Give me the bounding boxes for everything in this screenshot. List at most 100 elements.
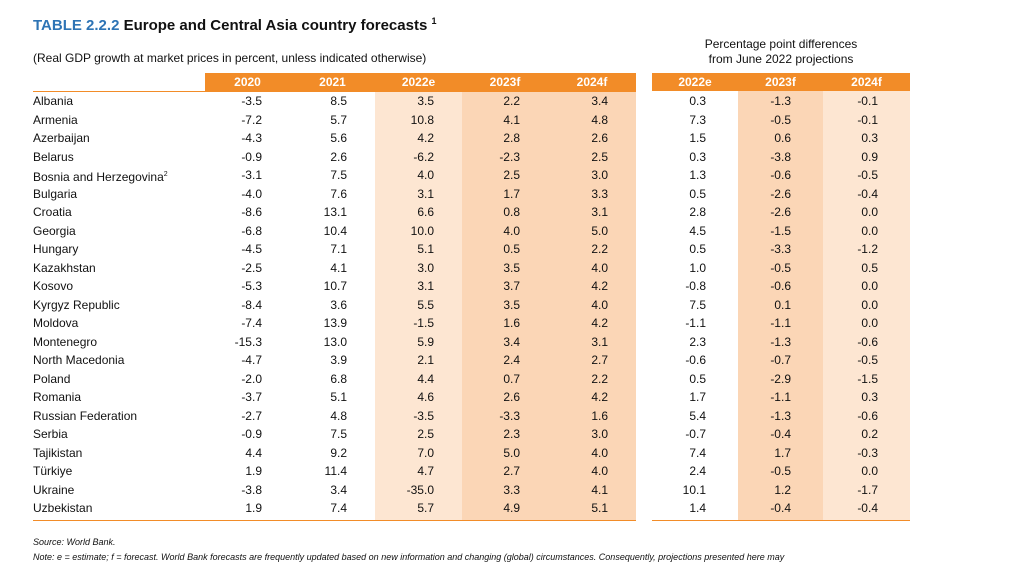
rule (652, 519, 910, 521)
value-cell: -4.5 (241, 242, 262, 256)
value-cell: 2.3 (503, 427, 520, 441)
diff-cell: 0.9 (861, 149, 878, 164)
value-cell: 13.9 (323, 316, 347, 330)
country-label: Kosovo (33, 279, 74, 293)
diff-cell: -0.8 (685, 279, 706, 293)
column-header: 2023f (462, 73, 548, 91)
value-cell: 5.0 (503, 445, 520, 460)
diff-cell: 4.5 (689, 223, 706, 238)
value-cell: -3.8 (241, 482, 262, 497)
value-cell: -2.5 (241, 260, 262, 275)
value-cell: 3.6 (330, 297, 347, 312)
value-cell: 3.4 (330, 482, 347, 497)
value-cell: 2.5 (591, 149, 608, 164)
value-cell: 4.8 (591, 112, 608, 127)
value-cell: 1.9 (245, 501, 262, 515)
value-cell: 3.7 (503, 279, 520, 293)
value-cell: -1.5 (413, 316, 434, 330)
value-cell: -4.3 (241, 131, 262, 145)
diff-cell: -1.7 (857, 482, 878, 497)
value-cell: 5.7 (330, 112, 347, 127)
value-cell: 3.5 (417, 94, 434, 108)
value-cell: 3.3 (503, 482, 520, 497)
value-cell: 4.0 (591, 297, 608, 312)
value-cell: -6.2 (413, 149, 434, 164)
country-label: Montenegro (33, 334, 98, 349)
country-label: Romania (33, 390, 82, 404)
value-cell: -3.1 (241, 168, 262, 182)
value-cell: 10.4 (323, 223, 347, 238)
value-cell: 7.1 (330, 242, 347, 256)
diff-cell: 0.2 (861, 427, 878, 441)
diff-cell: -0.4 (770, 501, 791, 515)
source: Source: World Bank. (33, 537, 116, 547)
diff-cell: -1.3 (770, 334, 791, 349)
value-cell: 6.8 (330, 371, 347, 386)
diff-cell: 0.5 (689, 242, 706, 256)
subtitle: (Real GDP growth at market prices in per… (33, 51, 427, 65)
country-label: Kyrgyz Republic (33, 297, 120, 312)
value-cell: 4.0 (591, 260, 608, 275)
country-label: Georgia (33, 223, 76, 238)
value-cell: 5.6 (330, 131, 347, 145)
country-label: Ukraine (33, 482, 75, 497)
diff-cell: -0.6 (770, 279, 791, 293)
value-cell: 7.4 (330, 501, 347, 515)
value-cell: 4.2 (417, 131, 434, 145)
column-shade (548, 91, 636, 521)
value-cell: 2.8 (503, 131, 520, 145)
value-cell: -3.5 (241, 94, 262, 108)
table-label: TABLE 2.2.2 (33, 17, 120, 34)
column-header: 2020 (205, 73, 290, 91)
diff-cell: -0.5 (857, 168, 878, 182)
value-cell: 4.8 (330, 408, 347, 423)
value-cell: 5.1 (417, 242, 434, 256)
column-header: 2021 (290, 73, 375, 91)
value-cell: -2.3 (499, 149, 520, 164)
diff-cell: -2.6 (770, 205, 791, 219)
value-cell: 2.7 (591, 353, 608, 367)
title-note: 1 (431, 16, 437, 26)
diff-cell: 1.4 (689, 501, 706, 515)
diff-cell: -1.2 (857, 242, 878, 256)
value-cell: 3.5 (503, 260, 520, 275)
diff-cell: 1.5 (689, 131, 706, 145)
value-cell: -2.0 (241, 371, 262, 386)
diff-cell: 0.0 (861, 297, 878, 312)
diff-cell: -0.5 (857, 353, 878, 367)
value-cell: 1.9 (245, 464, 262, 478)
value-cell: 9.2 (330, 445, 347, 460)
rule (33, 519, 636, 521)
diff-cell: 0.5 (861, 260, 878, 275)
diff-cell: -1.1 (770, 390, 791, 404)
diff-cell: -1.5 (770, 223, 791, 238)
diff-cell: 0.3 (689, 149, 706, 164)
value-cell: 5.7 (417, 501, 434, 515)
footnote-mark: 2 (163, 171, 168, 178)
value-cell: 5.0 (591, 223, 608, 238)
column-shade (375, 91, 462, 521)
diff-heading: Percentage point differences from June 20… (652, 37, 910, 67)
value-cell: 4.7 (417, 464, 434, 478)
value-cell: 3.1 (417, 279, 434, 293)
country-label: Kazakhstan (33, 260, 96, 275)
diff-heading-2: from June 2022 projections (708, 52, 854, 66)
value-cell: -15.3 (234, 334, 262, 349)
value-cell: 3.4 (503, 334, 520, 349)
country-label: Poland (33, 371, 71, 386)
value-cell: 4.0 (503, 223, 520, 238)
country-label: Türkiye (33, 464, 73, 478)
diff-cell: 0.3 (861, 131, 878, 145)
country-label: Uzbekistan (33, 501, 93, 515)
column-shade (823, 91, 910, 521)
value-cell: 10.7 (323, 279, 347, 293)
diff-cell: 0.3 (689, 94, 706, 108)
diff-cell: -0.5 (770, 464, 791, 478)
diff-cell: -0.5 (770, 260, 791, 275)
column-header: 2024f (548, 73, 636, 91)
diff-cell: -0.4 (857, 186, 878, 201)
diff-cell: -0.6 (685, 353, 706, 367)
value-cell: 2.6 (591, 131, 608, 145)
value-cell: 2.2 (591, 242, 608, 256)
